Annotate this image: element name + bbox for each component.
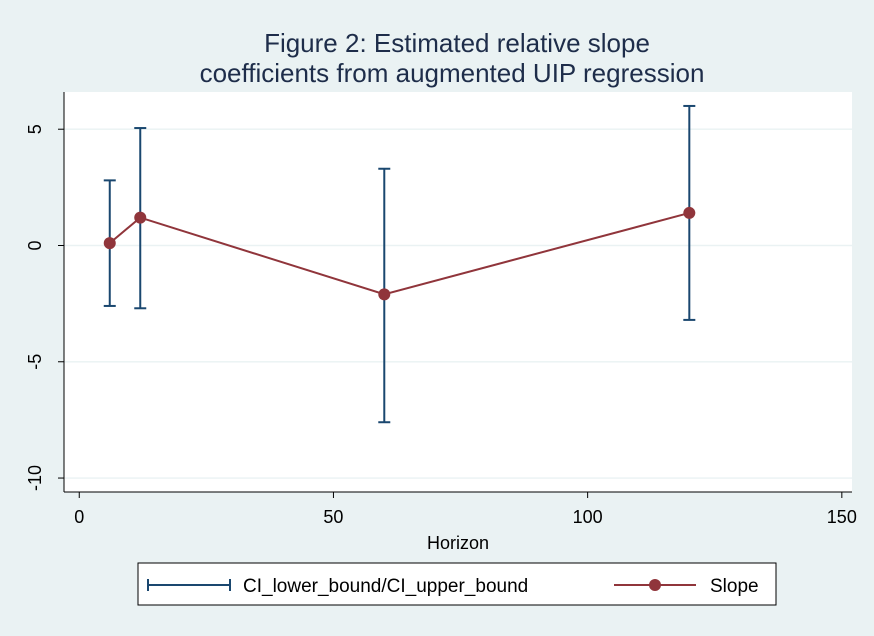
legend-key-ci <box>147 579 231 591</box>
data-layer <box>103 104 696 424</box>
y-tick-label-2: -5 <box>25 354 45 370</box>
legend-slope-marker <box>649 579 661 591</box>
x-tick-label-3: 150 <box>827 507 857 527</box>
slope-line <box>109 211 690 296</box>
chart-title-line-2: coefficients from augmented UIP regressi… <box>200 58 705 88</box>
legend: CI_lower_bound/CI_upper_bound Slope <box>137 562 777 606</box>
slope-point-3 <box>683 206 696 219</box>
slope-point-1 <box>134 211 147 224</box>
legend-label-slope: Slope <box>710 576 759 597</box>
x-tick-label-1: 50 <box>323 507 343 527</box>
grid-lines <box>64 128 852 479</box>
chart-title-line-1: Figure 2: Estimated relative slope <box>264 28 650 58</box>
x-tick-label-0: 0 <box>74 507 84 527</box>
y-tick-label-0: 5 <box>25 124 45 134</box>
legend-label-ci: CI_lower_bound/CI_upper_bound <box>243 576 528 597</box>
legend-key-slope <box>614 579 696 591</box>
slope-point-2 <box>378 288 391 301</box>
x-tick-label-2: 100 <box>573 507 603 527</box>
x-axis-title: Horizon <box>427 533 489 553</box>
axes: 50-5-100 50 100 150 <box>25 92 857 527</box>
y-tick-label-3: -10 <box>25 465 45 491</box>
slope-point-0 <box>103 237 116 250</box>
plot-area <box>64 92 852 492</box>
y-tick-label-1: 0 <box>25 240 45 250</box>
